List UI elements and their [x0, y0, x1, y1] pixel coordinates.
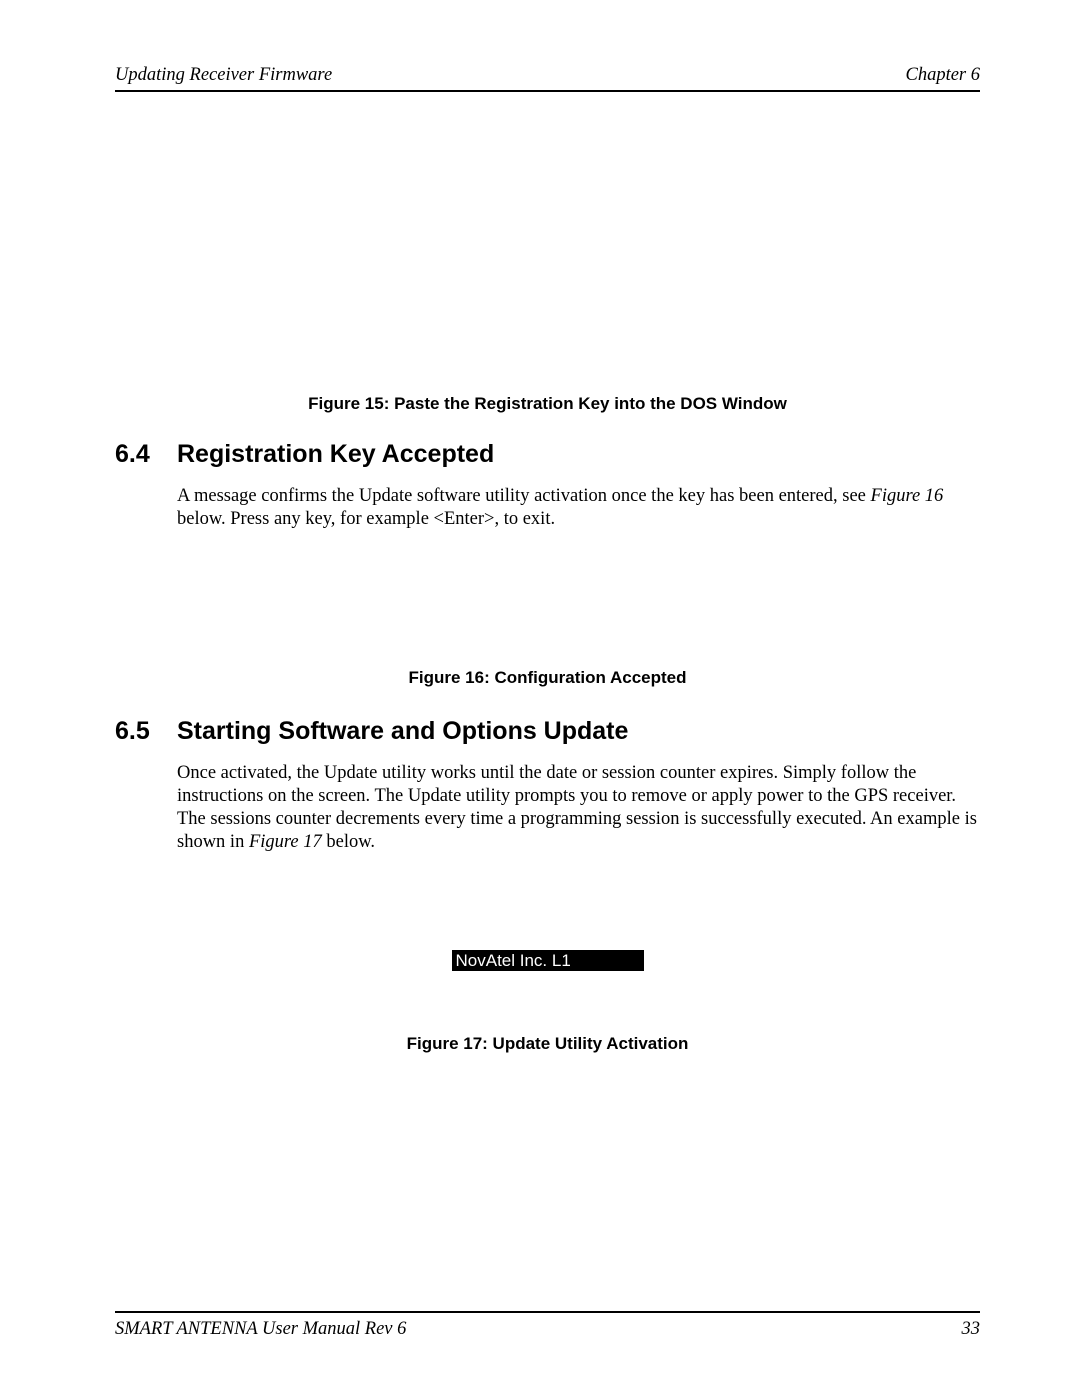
figure-16-caption: Figure 16: Configuration Accepted: [115, 668, 980, 688]
section-6-4-body: A message confirms the Update software u…: [115, 485, 980, 531]
figure-17-box-wrap: NovAtel Inc. L1: [115, 950, 980, 971]
page: Updating Receiver Firmware Chapter 6 Fig…: [0, 0, 1080, 1397]
section-title: Registration Key Accepted: [177, 440, 494, 469]
section-6-5-heading: 6.5 Starting Software and Options Update: [115, 717, 980, 746]
header-right: Chapter 6: [905, 65, 980, 86]
body-text-post: below. Press any key, for example <Enter…: [177, 509, 555, 529]
page-footer: SMART ANTENNA User Manual Rev 6 33: [115, 1311, 980, 1340]
body-text-post: below.: [322, 832, 375, 852]
body-text-pre: A message confirms the Update software u…: [177, 486, 871, 506]
figure-17-label: NovAtel Inc. L1: [452, 950, 644, 971]
figure-ref: Figure 17: [249, 832, 322, 852]
section-6-5-body: Once activated, the Update utility works…: [115, 762, 980, 854]
figure-ref: Figure 16: [871, 486, 944, 506]
section-number: 6.4: [115, 440, 177, 469]
header-left: Updating Receiver Firmware: [115, 65, 332, 86]
figure-15-caption: Figure 15: Paste the Registration Key in…: [115, 394, 980, 414]
section-6-4: 6.4 Registration Key Accepted A message …: [115, 426, 980, 531]
footer-left: SMART ANTENNA User Manual Rev 6: [115, 1319, 406, 1340]
section-6-5: 6.5 Starting Software and Options Update…: [115, 703, 980, 854]
page-content: Figure 15: Paste the Registration Key in…: [115, 100, 980, 1297]
section-6-4-heading: 6.4 Registration Key Accepted: [115, 440, 980, 469]
figure-17-caption: Figure 17: Update Utility Activation: [115, 1034, 980, 1054]
section-title: Starting Software and Options Update: [177, 717, 628, 746]
section-number: 6.5: [115, 717, 177, 746]
page-header: Updating Receiver Firmware Chapter 6: [115, 65, 980, 92]
page-number: 33: [962, 1319, 981, 1340]
